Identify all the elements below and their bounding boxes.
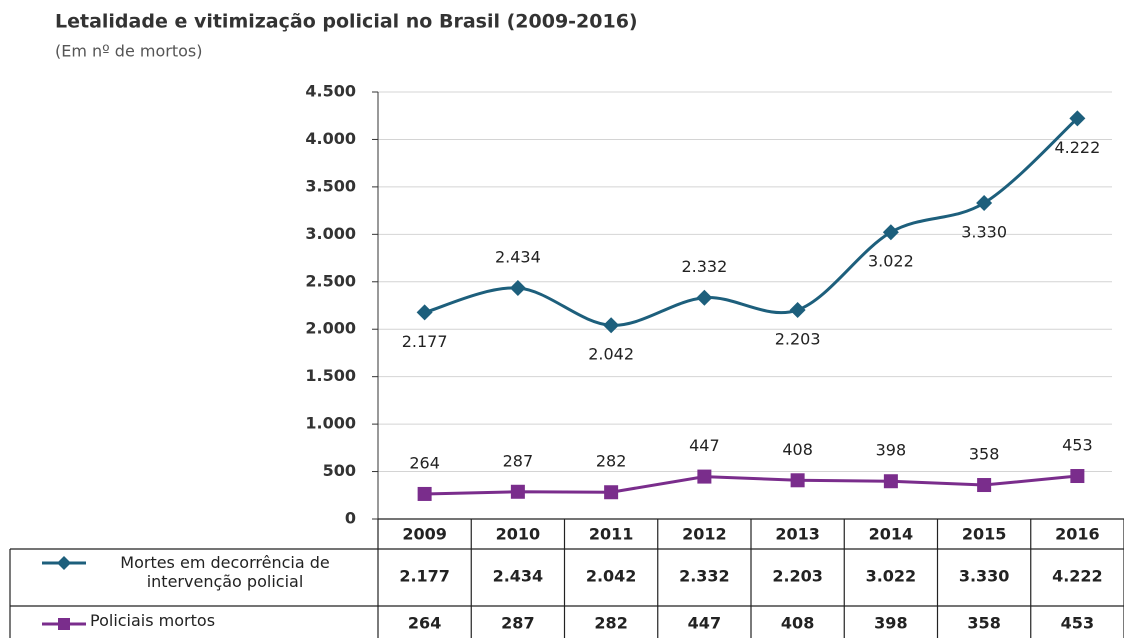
marker xyxy=(603,317,620,334)
legend-cell: Policiais mortos xyxy=(90,611,216,630)
data-label: 264 xyxy=(409,453,440,472)
table-cell: 3.330 xyxy=(959,567,1010,586)
table-cell: 453 xyxy=(1061,614,1094,633)
table-cell: 2.042 xyxy=(586,567,637,586)
data-label: 408 xyxy=(782,440,813,459)
data-label: 2.203 xyxy=(775,329,821,348)
legend-cell: Mortes em decorrência de intervenção pol… xyxy=(120,553,330,591)
y-tick-label: 2.000 xyxy=(305,319,356,338)
data-label: 4.222 xyxy=(1054,138,1100,157)
data-label: 398 xyxy=(876,441,907,460)
table-cell: 287 xyxy=(501,614,534,633)
x-tick-label: 2009 xyxy=(402,525,447,544)
data-label: 287 xyxy=(503,451,534,470)
data-label: 2.042 xyxy=(588,345,634,364)
marker xyxy=(697,469,712,484)
x-tick-label: 2011 xyxy=(589,525,634,544)
y-tick-label: 1.000 xyxy=(305,414,356,433)
marker xyxy=(416,304,433,321)
y-tick-label: 2.500 xyxy=(305,271,356,290)
data-label: 2.177 xyxy=(402,332,448,351)
x-tick-label: 2012 xyxy=(682,525,727,544)
marker xyxy=(417,486,432,501)
legend-label: Mortes em decorrência de intervenção pol… xyxy=(120,553,330,591)
table-cell: 408 xyxy=(781,614,814,633)
marker xyxy=(789,301,806,318)
y-tick-label: 4.500 xyxy=(305,82,356,101)
table-cell: 2.203 xyxy=(772,567,823,586)
table-cell: 2.332 xyxy=(679,567,730,586)
y-tick-label: 500 xyxy=(323,461,356,480)
legend-label: Policiais mortos xyxy=(90,611,216,630)
x-tick-label: 2013 xyxy=(775,525,820,544)
y-tick-label: 3.000 xyxy=(305,224,356,243)
data-label: 3.330 xyxy=(961,223,1007,242)
table-cell: 282 xyxy=(594,614,627,633)
table-cell: 2.177 xyxy=(399,567,450,586)
marker xyxy=(976,195,993,212)
marker xyxy=(882,224,899,241)
marker xyxy=(509,280,526,297)
table-cell: 447 xyxy=(688,614,721,633)
marker xyxy=(696,289,713,306)
marker xyxy=(977,478,992,493)
table-cell: 358 xyxy=(967,614,1000,633)
chart-subtitle: (Em nº de mortos) xyxy=(55,42,202,61)
table-cell: 398 xyxy=(874,614,907,633)
marker xyxy=(1069,110,1086,127)
table-cell: 3.022 xyxy=(866,567,917,586)
data-label: 3.022 xyxy=(868,252,914,271)
data-label: 282 xyxy=(596,452,627,471)
table-cell: 4.222 xyxy=(1052,567,1103,586)
data-label: 2.434 xyxy=(495,248,541,267)
y-tick-label: 1.500 xyxy=(305,366,356,385)
x-tick-label: 2016 xyxy=(1055,525,1100,544)
marker xyxy=(1070,469,1085,484)
x-tick-label: 2010 xyxy=(496,525,541,544)
legend-marker xyxy=(58,618,70,630)
legend-marker xyxy=(57,556,71,570)
marker xyxy=(510,484,525,499)
table-cell: 264 xyxy=(408,614,441,633)
x-tick-label: 2015 xyxy=(962,525,1007,544)
marker xyxy=(604,485,619,500)
data-label: 358 xyxy=(969,445,1000,464)
marker xyxy=(883,474,898,489)
y-tick-label: 0 xyxy=(345,509,356,528)
data-label: 2.332 xyxy=(681,257,727,276)
y-tick-label: 3.500 xyxy=(305,176,356,195)
x-tick-label: 2014 xyxy=(869,525,914,544)
data-label: 453 xyxy=(1062,436,1093,455)
chart-title: Letalidade e vitimização policial no Bra… xyxy=(55,11,638,33)
y-tick-label: 4.000 xyxy=(305,129,356,148)
table-cell: 2.434 xyxy=(493,567,544,586)
marker xyxy=(790,473,805,488)
data-label: 447 xyxy=(689,436,720,455)
